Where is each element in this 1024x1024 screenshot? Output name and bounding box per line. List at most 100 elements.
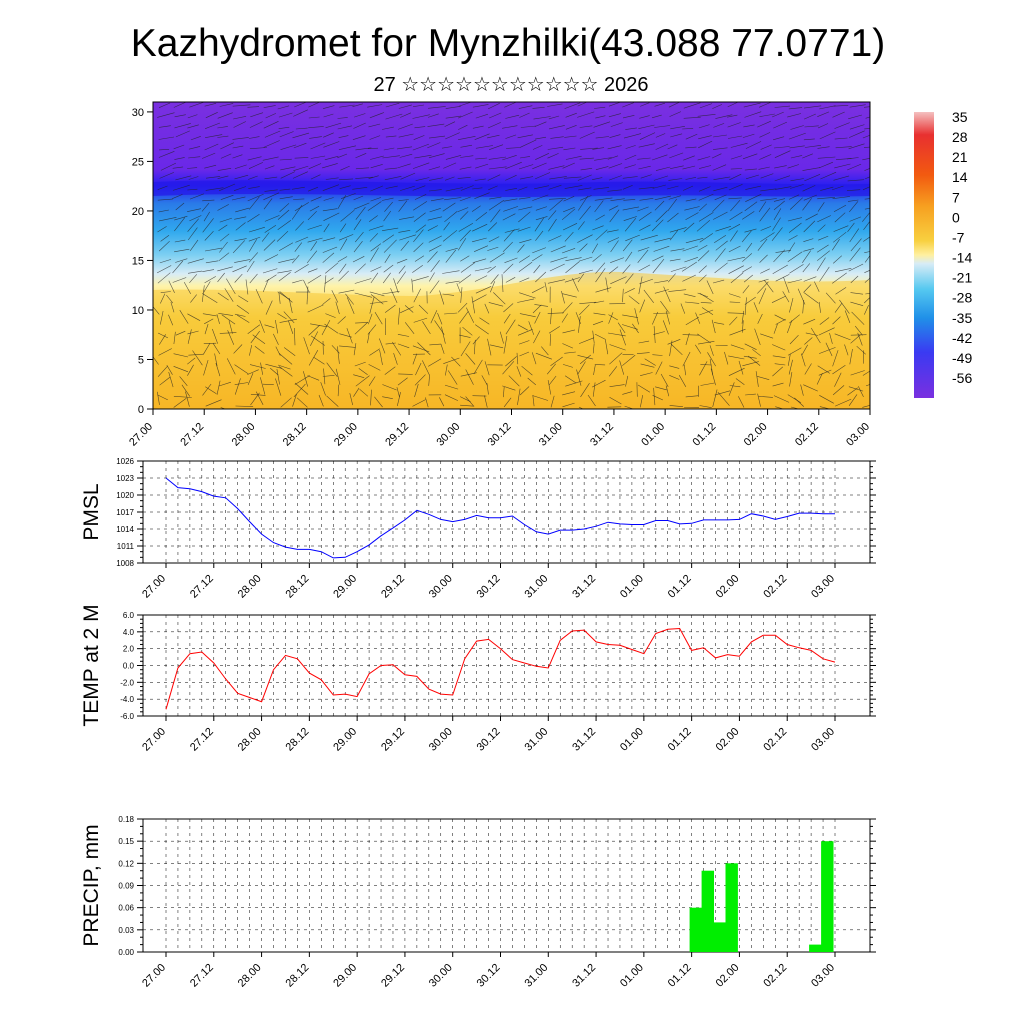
wind-barb [865,384,870,387]
wind-barb [684,206,700,211]
wind-barb [459,166,472,170]
wind-barb [802,153,813,159]
wind-barb [283,311,295,324]
wind-barb [698,140,713,149]
wind-barb [472,187,483,190]
wind-barb [352,187,368,190]
wind-barb [447,370,458,385]
wind-barb [218,381,231,387]
wind-barb [159,376,171,386]
wind-barb [270,367,279,376]
wind-barb [166,294,174,304]
wind-barb [465,369,474,385]
wind-barb [340,209,355,222]
wind-barb [413,242,424,253]
wind-barb [397,123,413,130]
wind-barb [503,229,515,242]
wind-barb [772,382,784,387]
wind-barb [744,168,757,171]
wind-barb [565,261,580,274]
wind-barb [668,102,681,108]
wind-barb [701,307,714,315]
wind-barb [743,274,753,283]
wind-barb [370,266,382,272]
y-tick-label: 0.09 [118,882,134,891]
wind-barb [758,396,773,398]
wind-barb [338,178,354,181]
wind-barb [255,288,263,304]
wind-barb [580,147,598,150]
wind-barb [313,357,325,365]
wind-barb [370,164,383,169]
wind-barb [412,276,429,282]
wind-barb [187,114,198,119]
wind-barb [683,155,695,161]
wind-barb [354,292,373,298]
wind-barb [422,360,430,376]
wind-barb [279,158,292,161]
wind-barb [259,319,265,333]
wind-barb [323,223,330,233]
wind-barb [757,393,761,407]
wind-barb [850,370,865,376]
wind-barb [168,372,174,388]
wind-barb [547,279,565,284]
wind-barb [519,277,530,283]
wind-barb [622,288,624,303]
wind-barb [458,223,474,232]
wind-barb [531,254,543,262]
wind-barb [790,184,804,189]
wind-barb [322,246,338,253]
wind-barb [535,206,547,211]
wind-barb [595,115,606,119]
wind-barb [608,314,618,321]
wind-barb [249,147,267,149]
wind-barb [804,292,819,304]
y-tick-label: 10 [132,305,144,317]
wind-barb [639,198,654,201]
x-tick-label: 30.12 [475,573,503,601]
wind-barb [487,246,499,251]
wind-barb [412,185,426,191]
wind-barb [727,256,746,262]
wind-barb [307,224,322,230]
wind-barb [757,238,768,251]
wind-barb [744,343,757,350]
wind-barb [346,328,353,344]
wind-barb [833,175,850,181]
wind-barb [697,114,716,117]
wind-barb [505,147,521,149]
wind-barb [412,162,430,169]
wind-barb [339,238,348,251]
y-tick-label: -2.0 [120,678,134,687]
wind-barb [307,304,324,313]
wind-barb [654,125,671,128]
wind-barb [864,255,870,263]
wind-barb [235,207,250,213]
wind-barb [264,254,279,262]
wind-barb [549,198,566,200]
wind-barb [457,111,473,119]
wind-barb [474,339,476,355]
wind-barb [383,147,395,151]
wind-barb [428,235,442,243]
wind-barb [265,300,273,315]
wind-barb [548,375,557,386]
wind-barb [532,395,549,401]
wind-barb [159,334,166,345]
wind-barb [183,281,191,295]
wind-barb [862,370,870,376]
wind-barb [638,264,651,272]
wind-barb [160,291,171,293]
wind-barb [465,353,476,365]
wind-barb [265,363,283,369]
wind-barb [607,332,626,337]
wind-barb [832,365,846,375]
wind-barb [175,175,192,181]
wind-barb [698,186,711,192]
wind-barb [458,124,468,130]
wind-barb [248,186,260,189]
wind-barb [250,330,260,344]
wind-barb [473,245,489,252]
